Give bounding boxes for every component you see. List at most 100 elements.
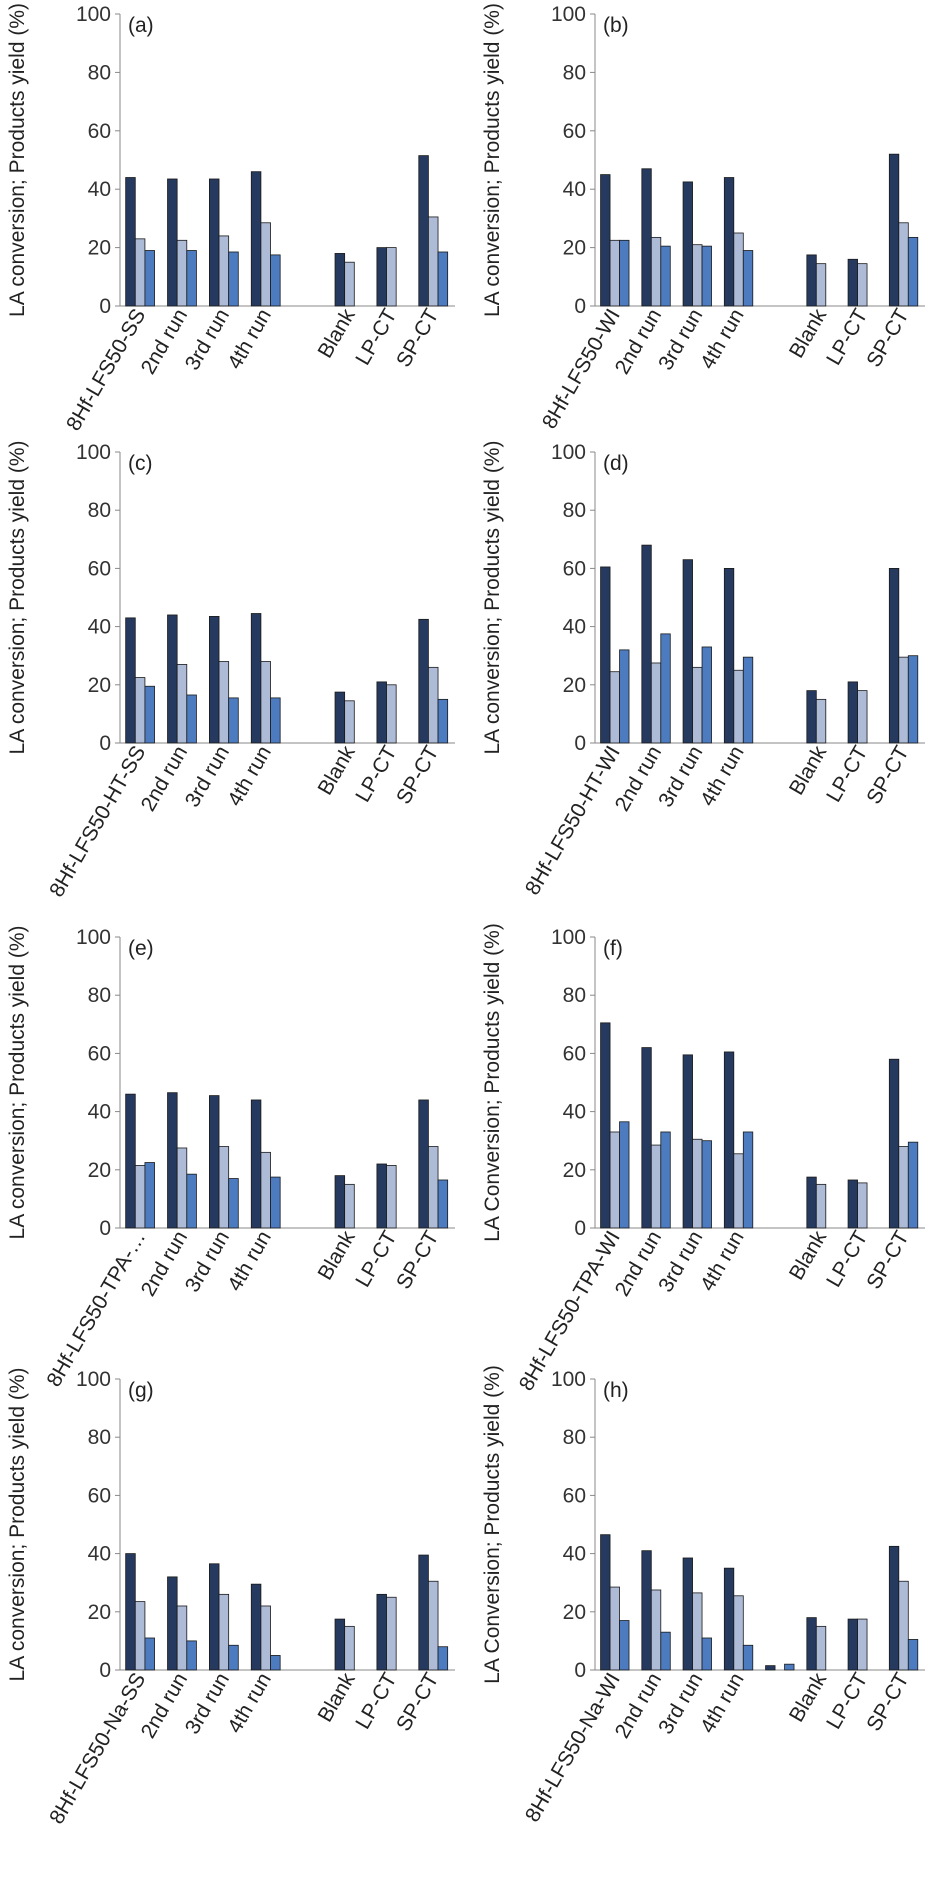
bar-s3-c3 [228,697,239,744]
y-axis-title: LA Conversion; Products yield (%) [481,923,504,1242]
bar-s2-c1 [609,1131,620,1229]
panel-label: (b) [603,14,629,37]
bar-s1-c8 [888,153,900,307]
bar-s2-c1 [609,1586,620,1671]
bar-s1-c1 [125,617,136,744]
y-tick-label: 0 [99,295,111,318]
bar-s1-c7 [376,1163,387,1229]
bar-s3-c3 [701,245,712,307]
bar-s1-c1 [600,1022,611,1229]
bar-s2-c6 [344,700,355,744]
bar-s1-c1 [600,566,611,744]
bar-s1-c8 [418,618,429,744]
bar-s2-c7 [386,1596,397,1671]
y-tick-label: 20 [563,237,586,260]
chart-panel-5: 0 20 40 60 80 100 LA conversion; Products yiel… [6,926,455,1391]
bar-s2-c2 [176,239,188,307]
bar-s2-c3 [692,244,703,307]
x-category-label: SP-CT [862,305,914,371]
bar-s3-c4 [270,254,281,307]
y-tick-label: 80 [563,1426,586,1449]
panel-label: (h) [603,1379,629,1402]
y-tick-label: 60 [563,557,586,580]
bar-s1-c1 [125,1553,136,1671]
chart-panel-4: 0 20 40 60 80 100 LA conversion; Products yiel… [481,441,925,899]
bar-s2-c4 [260,661,271,744]
bar-s1-c3 [209,178,220,307]
bar-s2-c8 [428,1580,439,1671]
y-tick-label: 0 [574,1659,586,1682]
bar-s2-c4 [733,232,744,307]
bar-s1-c7 [847,681,858,744]
bar-s1-c2 [641,544,652,744]
bar-s2-c7 [857,1182,868,1229]
bar-s1-c3 [209,1563,220,1671]
y-tick-label: 100 [551,926,586,949]
bar-s3-c2 [660,1631,671,1671]
y-tick-label: 100 [551,3,586,26]
x-category-label: 8Hf-LFS50-TPA-… [42,1227,150,1391]
chart-panel-2: 0 20 40 60 80 100 LA conversion; Products yiel… [481,3,925,433]
bar-s1-c8 [888,1058,900,1229]
y-tick-label: 0 [99,732,111,755]
bar-s3-c2 [186,1640,197,1671]
bar-s2-c7 [386,684,397,744]
bar-s2-c1 [134,677,146,744]
bar-s2-c2 [176,1147,188,1229]
bar-s1-c4 [250,171,262,307]
bar-s1-c3 [682,181,693,307]
bar-s1-c3 [682,559,693,744]
bar-s3-c3 [701,1140,712,1229]
bar-s2-c3 [692,1592,703,1671]
bar-s1-c2 [167,178,178,307]
bar-s1-c8 [888,568,900,744]
bar-s3-c4 [270,1176,281,1229]
chart-panel-1: 0 20 40 60 80 100 LA conversion; Products yiel… [6,3,455,435]
bar-s2-c6 [815,1183,827,1229]
bar-s3-c2 [186,694,197,744]
y-tick-label: 60 [563,1042,586,1065]
y-tick-label: 40 [563,616,586,639]
bar-s2-c4 [260,1605,271,1671]
chart-panel-8: 0 20 40 60 80 100 LA Conversion; Products yiel… [481,1365,925,1826]
panel-label: (f) [603,937,623,960]
y-tick-label: 60 [88,1042,111,1065]
y-axis-title: LA Conversion; Products yield (%) [481,1365,504,1684]
y-tick-label: 40 [88,1543,111,1566]
bar-s3-c3 [228,1178,239,1229]
bar-s2-c6 [344,261,355,307]
bar-s1-c7 [376,681,387,744]
bar-s1-c4 [250,1583,262,1671]
bar-s1-c3 [209,616,220,744]
chart-panel-7: 0 20 40 60 80 100 LA conversion; Products yiel… [6,1368,455,1828]
x-category-label: SP-CT [862,1669,914,1735]
bar-s1-c7 [847,1618,858,1671]
y-axis-title: LA conversion; Products yield (%) [6,926,29,1240]
bar-s2-c6 [344,1183,355,1229]
bar-s2-c7 [386,1165,397,1229]
bar-s3-c8 [437,1179,449,1229]
bar-s2-c7 [857,690,868,744]
bar-s2-c2 [650,662,662,744]
x-category-label: SP-CT [392,305,444,371]
bar-s1-c2 [167,614,178,744]
bar-s2-c4 [733,1153,744,1229]
bar-s2-c1 [134,1165,146,1229]
bar-s3-c4 [270,697,281,744]
bar-s1-c8 [418,1099,429,1229]
bar-s1-c2 [167,1092,178,1229]
bar-s2-c8 [428,666,439,744]
panel-label: (c) [128,452,153,475]
y-tick-label: 60 [563,1484,586,1507]
bar-s1-c6 [334,691,346,744]
y-tick-label: 80 [88,1426,111,1449]
bar-s3-c8 [907,1141,919,1229]
bar-s2-c7 [857,1618,868,1671]
bar-s1-c8 [888,1545,900,1671]
bar-s1-c7 [376,1593,387,1671]
bar-s2-c1 [609,239,620,307]
bar-s2-c3 [692,1138,703,1229]
bar-s1-c2 [641,168,652,307]
x-category-label: SP-CT [862,1227,914,1293]
